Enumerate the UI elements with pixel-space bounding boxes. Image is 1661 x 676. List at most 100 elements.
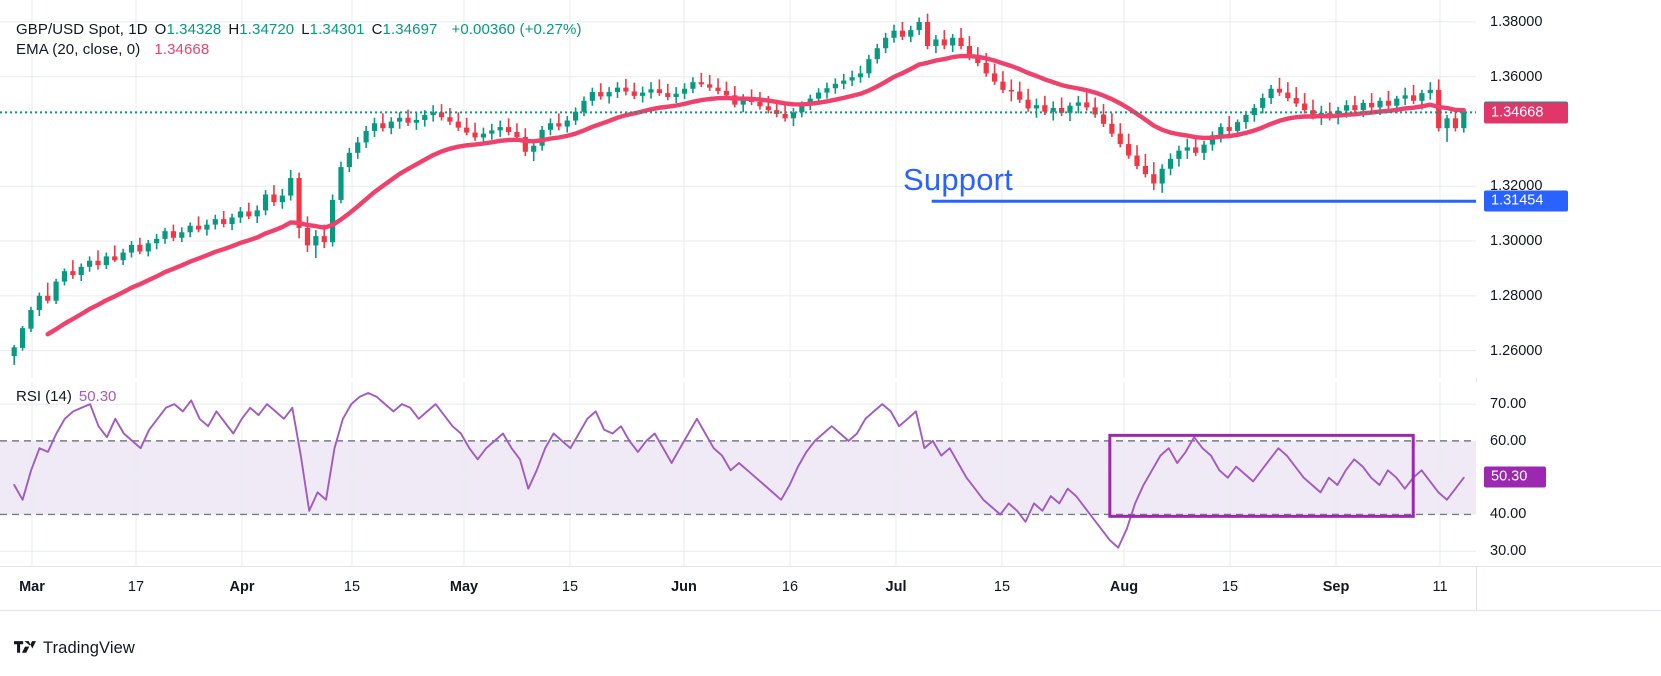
candle-body [1193,147,1199,153]
candle-body [690,82,696,89]
candle-body [589,92,595,101]
time-axis-tick: Mar [19,579,45,595]
candle-body [489,130,495,134]
candle-body [430,112,436,116]
candle-body [573,111,579,121]
candle-body [958,37,964,47]
candle-body [1017,91,1023,100]
rsi-chart-canvas[interactable] [0,382,1476,566]
rsi-axis-tick: 40.00 [1490,506,1527,523]
candle-body [514,132,520,137]
candle-body [1151,174,1157,184]
candle-body [765,106,771,111]
candle-body [1218,127,1224,136]
candle-body [899,30,905,37]
candle-body [1159,168,1165,184]
candle-body [262,194,269,211]
candle-body [447,117,453,122]
ema-20-line [45,53,1467,337]
time-axis-tick: May [449,579,479,595]
rsi-axis[interactable]: 70.00 60.00 40.00 30.00 50.30 [1476,382,1661,566]
candle-body [782,113,788,119]
candle-body [137,244,143,252]
candle-body [271,194,277,203]
candle-body [61,271,68,282]
candle-body [841,80,847,84]
ema-price-badge[interactable]: 1.34668 [1484,102,1568,124]
candle-body [983,63,989,74]
candle-body [1402,95,1408,99]
candle-body [1352,105,1358,111]
candle-body [522,136,528,152]
rsi-value-badge[interactable]: 50.30 [1484,466,1546,488]
candle-body [170,231,176,238]
candle-body [455,121,461,128]
candle-body [438,112,445,118]
time-axis-tick: 15 [993,579,1011,595]
candle-body [950,37,956,46]
candle-body [1369,102,1375,108]
candle-body [1293,98,1299,104]
candle-body [472,132,478,138]
candle-body [237,211,244,218]
price-chart-canvas[interactable] [0,0,1476,378]
rsi-pane[interactable] [0,382,1476,566]
candle-body [1050,107,1056,112]
candle-body [371,123,378,131]
rsi-axis-tick: 60.00 [1490,432,1527,449]
time-axis-tick: Jun [671,579,697,595]
candle-body [673,93,679,97]
candle-body [631,91,637,96]
candle-body [1276,88,1283,93]
time-axis-tick: 15 [343,579,361,595]
candle-body [1167,158,1174,169]
candle-body [505,127,512,133]
candle-body [874,48,880,60]
candle-body [1084,102,1090,108]
candle-body [1008,89,1014,92]
candle-body [330,199,336,243]
price-pane[interactable] [0,0,1476,378]
candle-body [112,256,118,261]
candle-body [36,295,42,311]
candle-body [70,271,76,276]
time-axis-tick: 11 [1432,579,1448,595]
price-axis-tick: 1.38000 [1490,13,1543,30]
support-annotation-label[interactable]: Support [903,162,1013,197]
candle-body [11,347,17,357]
candle-body [363,130,369,143]
candle-body [95,260,101,266]
candle-body [816,92,822,99]
price-axis[interactable]: 1.38000 1.36000 1.32000 1.30000 1.28000 1.260… [1476,0,1661,378]
candle-body [1410,95,1417,101]
candle-body [1302,103,1308,111]
candle-body [154,238,160,244]
candle-body [1209,135,1216,145]
time-axis-tick: Sep [1322,579,1350,595]
candle-body [1117,133,1123,145]
candle-body [640,92,646,96]
candle-body [740,98,746,105]
tradingview-brand[interactable]: TradingView [14,639,135,658]
candle-body [891,30,897,38]
time-axis-tick: 16 [781,579,799,595]
candle-body [531,145,537,152]
candle-body [1000,81,1006,90]
candle-body [1385,100,1391,106]
candle-body [45,295,51,301]
tradingview-logo-icon [14,641,36,653]
candle-body [799,105,805,113]
support-price-badge[interactable]: 1.31454 [1484,190,1568,212]
candle-body [857,73,864,78]
candle-body [924,21,931,47]
candle-body [1452,118,1459,129]
candle-body [19,328,26,348]
candle-body [1075,102,1081,106]
candle-body [707,84,713,88]
time-axis[interactable]: Mar 17 Apr 15 May 15 Jun 16 Jul 15 Aug 15 Sep 11 [0,566,1661,610]
time-axis-tick: Jul [885,579,907,595]
candle-body [128,244,135,253]
candle-body [380,123,386,129]
candle-body [1285,92,1291,99]
